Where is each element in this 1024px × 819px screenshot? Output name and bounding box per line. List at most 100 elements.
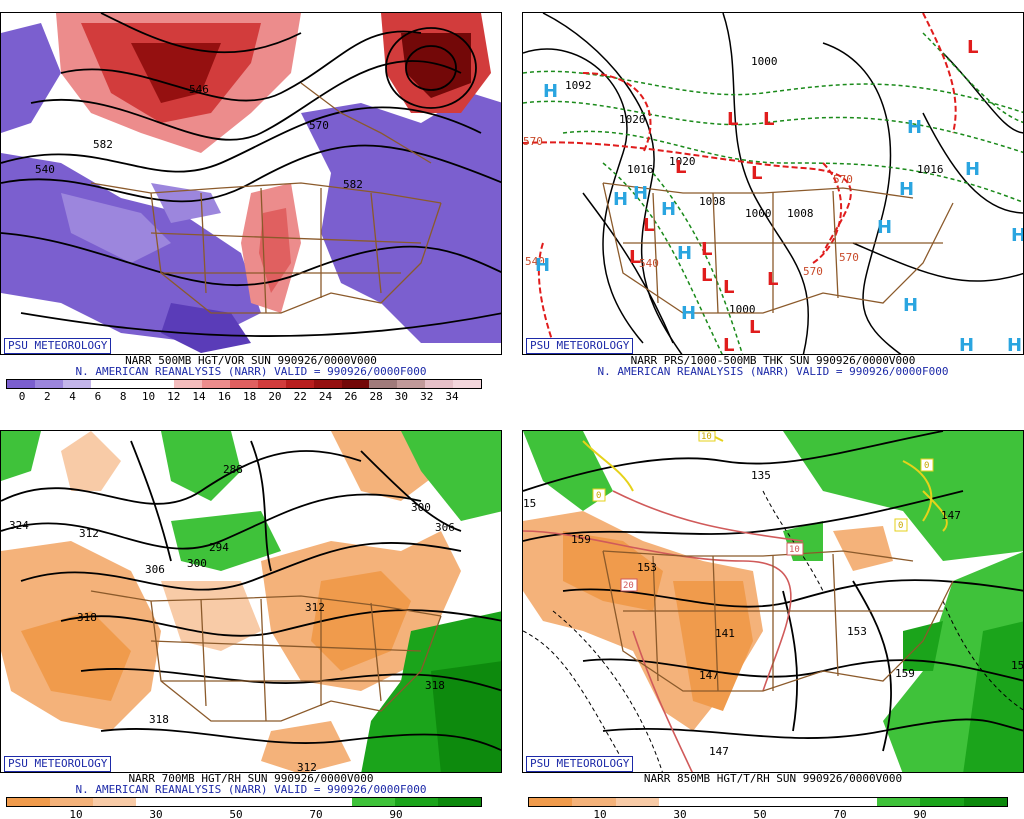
map-700mb: 324 312 318 288 294 306 300 300 306 312 … [0,430,502,773]
colorbar-swatch [453,380,481,388]
colorbar-swatch [265,798,309,806]
high-pressure-marker: H [907,117,922,138]
contour-label: 1008 [787,207,814,220]
contour-label: 300 [187,557,207,570]
colorbar-swatch [397,380,426,388]
colorbar-swatch [7,798,51,806]
colorbar-swatch [7,380,35,388]
colorbar-tick-label: 22 [293,390,307,400]
colorbar-tick-label: 2 [43,390,51,400]
colorbar-tick-label: 14 [192,390,206,400]
colorbar-ticks: 0 2 4 6 8 10 12 14 16 18 20 22 24 26 28 30 32 34 [0,390,502,400]
colorbar-swatch [833,798,877,806]
psu-meteorology-badge: PSU METEOROLOGY [526,338,634,354]
colorbar-tick-label: 50 [753,808,767,818]
colorbar-tick-label: 50 [229,808,243,818]
thickness-label: 570 [833,173,853,186]
colorbar-swatch [529,798,573,806]
temperature-label: 0 [596,491,601,501]
contour-label: 312 [297,761,317,773]
low-pressure-marker: L [749,317,760,338]
panel-pressure-thickness: 1092 1000 1020 1016 1008 1000 1008 1020 … [522,0,1024,400]
high-pressure-marker: H [959,335,974,355]
caption-title: NARR PRS/1000-500MB THK SUN 990926/0000V… [630,354,916,367]
low-pressure-marker: L [727,109,738,130]
contour-label: 135 [751,469,771,482]
colorbar-swatch [62,380,91,388]
colorbar-tick-label: 16 [217,390,231,400]
colorbar-swatch [93,798,137,806]
colorbar-swatch [308,798,352,806]
colorbar-swatch [230,380,258,388]
colorbar-swatch [34,380,63,388]
colorbar-swatch [202,380,230,388]
contour-label: 288 [223,463,243,476]
contour-label: 318 [77,611,97,624]
contour-label: 294 [209,541,229,554]
colorbar [6,379,482,389]
temperature-label: 0 [898,521,903,531]
contour-label: 147 [941,509,961,522]
high-pressure-marker: H [877,217,892,238]
low-pressure-marker: L [643,215,654,236]
colorbar-swatch [146,380,175,388]
colorbar-swatch [659,798,703,806]
low-pressure-marker: L [723,335,734,355]
caption-title: NARR 850MB HGT/T/RH SUN 990926/0000V000 [643,772,903,785]
psu-meteorology-badge: PSU METEOROLOGY [526,756,634,772]
contour-label: 1092 [565,79,592,92]
high-pressure-marker: H [633,183,648,204]
contour-label: 312 [305,601,325,614]
high-pressure-marker: H [535,255,550,276]
map-850mb: 159 153 141 147 147 135 153 159 147 15 1… [522,430,1024,773]
colorbar-swatch [136,798,180,806]
colorbar-swatch [118,380,147,388]
thickness-label: 570 [523,135,543,148]
caption-title: NARR 700MB HGT/RH SUN 990926/0000V000 [128,772,374,785]
colorbar-swatch [920,798,964,806]
colorbar-tick-label: 10 [69,808,83,818]
colorbar-tick-label: 70 [833,808,847,818]
colorbar-tick-label: 32 [420,390,434,400]
contour-label: 546 [189,83,209,96]
colorbar-swatch [351,798,395,806]
contour-label: 1016 [627,163,654,176]
contour-label: 324 [9,519,29,532]
psu-meteorology-badge: PSU METEOROLOGY [4,756,112,772]
colorbar [6,797,482,807]
colorbar-tick-label: 8 [119,390,127,400]
colorbar-swatch [50,798,94,806]
colorbar-tick-label: 30 [394,390,409,400]
colorbar-swatch [615,798,660,806]
temperature-label: 10 [701,432,712,442]
temperature-label: 10 [789,545,800,555]
colorbar-tick-label: 70 [309,808,323,818]
thickness-label: 540 [525,255,545,268]
colorbar-tick-label: 90 [913,808,927,818]
contour-label: 540 [35,163,55,176]
high-pressure-marker: H [965,159,980,180]
contour-label: 1000 [729,303,756,316]
colorbar-tick-label: 0 [18,390,26,400]
colorbar-swatch [437,798,481,806]
colorbar-swatch [369,380,398,388]
high-pressure-marker: H [1007,335,1022,355]
psu-meteorology-badge: PSU METEOROLOGY [4,338,112,354]
colorbar-tick-label: 12 [167,390,181,400]
colorbar-swatch [963,798,1007,806]
low-pressure-marker: L [763,109,774,130]
caption-subtitle: N. AMERICAN REANALYSIS (NARR) VALID = 99… [75,783,427,796]
low-pressure-marker: L [751,163,762,184]
colorbar-tick-label: 10 [141,390,156,400]
low-pressure-marker: L [675,157,686,178]
high-pressure-marker: H [899,179,914,200]
map-pressure: 1092 1000 1020 1016 1008 1000 1008 1020 … [522,12,1024,355]
colorbar-tick-label: 30 [673,808,687,818]
contour-label: 15 [523,497,536,510]
colorbar-swatch [285,380,314,388]
low-pressure-marker: L [701,239,712,260]
contour-label: 1000 [751,55,778,68]
contour-label: 570 [309,119,329,132]
contour-label: 15 [1011,659,1024,672]
caption-subtitle: N. AMERICAN REANALYSIS (NARR) VALID = 99… [75,365,427,378]
